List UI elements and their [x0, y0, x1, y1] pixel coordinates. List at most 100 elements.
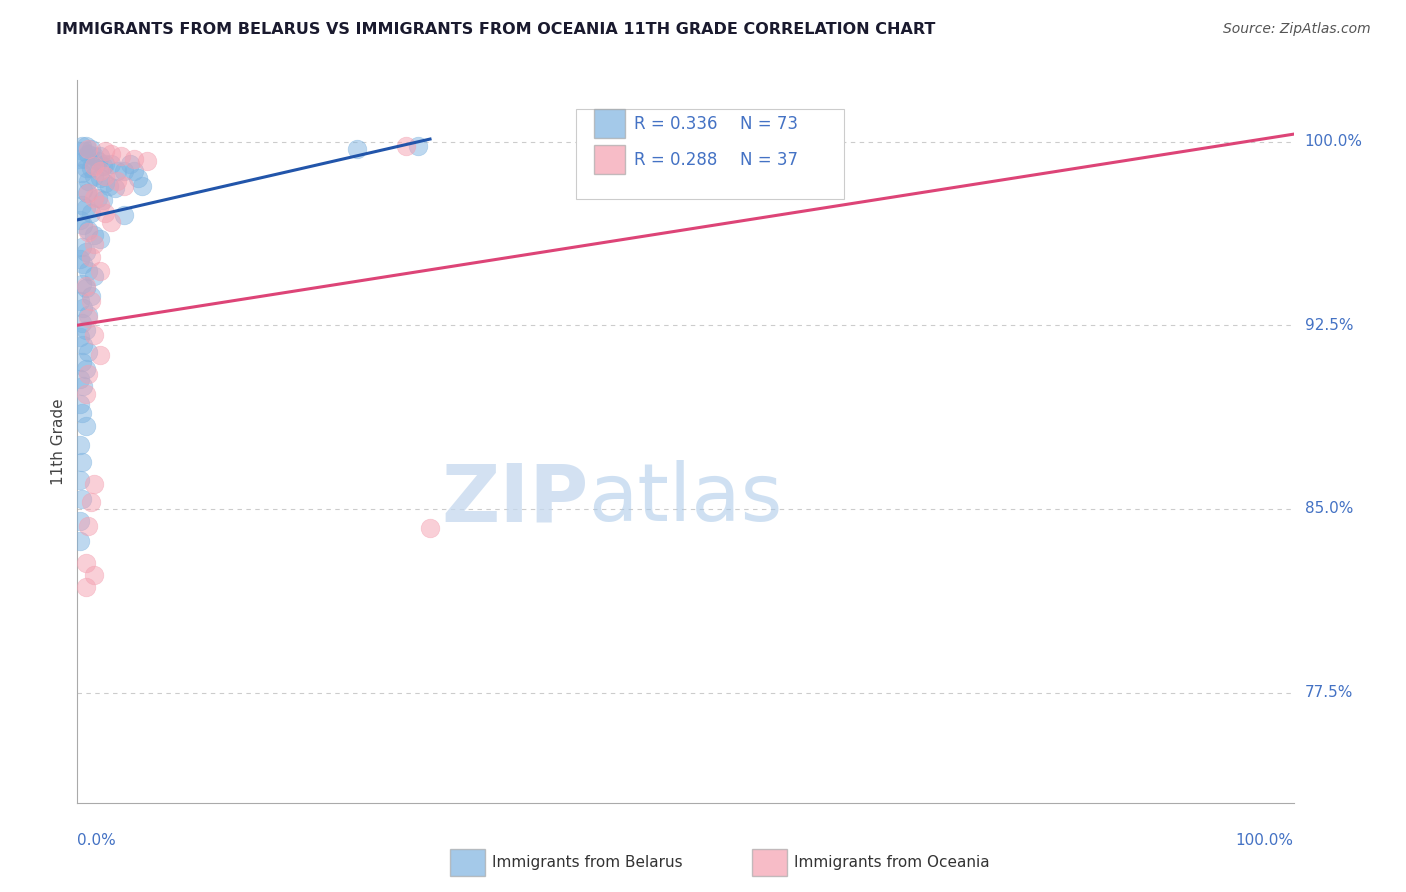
Point — [94, 176, 117, 190]
Point — [83, 269, 105, 284]
Point — [77, 264, 100, 278]
Point — [89, 198, 111, 212]
Point — [77, 222, 100, 236]
Point — [135, 154, 157, 169]
Point — [70, 240, 93, 254]
Point — [69, 152, 91, 166]
Point — [83, 149, 105, 163]
Point — [77, 310, 100, 325]
Point — [75, 201, 97, 215]
Point — [91, 194, 114, 208]
Text: R = 0.336: R = 0.336 — [634, 115, 718, 133]
Point — [70, 492, 93, 507]
Point — [107, 164, 129, 178]
Point — [69, 293, 91, 308]
Point — [77, 146, 100, 161]
Point — [72, 145, 94, 159]
Point — [72, 301, 94, 315]
Point — [77, 367, 100, 381]
Text: atlas: atlas — [588, 460, 783, 539]
Point — [131, 178, 153, 193]
Point — [97, 178, 120, 193]
Point — [70, 139, 93, 153]
Point — [127, 171, 149, 186]
Point — [89, 171, 111, 186]
Point — [104, 181, 127, 195]
Point — [80, 289, 103, 303]
Point — [112, 164, 135, 178]
Point — [70, 355, 93, 369]
Point — [77, 519, 100, 533]
Point — [72, 338, 94, 352]
Text: 100.0%: 100.0% — [1305, 134, 1362, 149]
Text: Immigrants from Belarus: Immigrants from Belarus — [492, 855, 683, 870]
Point — [75, 281, 97, 295]
Text: N = 37: N = 37 — [740, 151, 799, 169]
Text: N = 73: N = 73 — [740, 115, 799, 133]
Point — [89, 348, 111, 362]
Point — [80, 142, 103, 156]
Point — [69, 213, 91, 227]
Point — [75, 556, 97, 570]
Point — [118, 156, 141, 170]
Point — [94, 205, 117, 219]
Point — [76, 186, 98, 200]
Point — [124, 164, 146, 178]
Point — [77, 174, 100, 188]
Point — [69, 252, 91, 266]
Point — [75, 244, 97, 259]
Point — [75, 161, 97, 176]
Text: IMMIGRANTS FROM BELARUS VS IMMIGRANTS FROM OCEANIA 11TH GRADE CORRELATION CHART: IMMIGRANTS FROM BELARUS VS IMMIGRANTS FR… — [56, 22, 935, 37]
Point — [94, 169, 117, 183]
Point — [100, 215, 122, 229]
Point — [89, 232, 111, 246]
Point — [87, 191, 110, 205]
Point — [72, 257, 94, 271]
Point — [69, 533, 91, 548]
Point — [69, 473, 91, 487]
Point — [80, 161, 103, 176]
Text: 100.0%: 100.0% — [1236, 833, 1294, 848]
Text: 92.5%: 92.5% — [1305, 318, 1353, 333]
FancyBboxPatch shape — [595, 109, 624, 138]
Point — [80, 250, 103, 264]
Point — [72, 184, 94, 198]
Point — [94, 145, 117, 159]
Point — [75, 362, 97, 376]
Point — [70, 316, 93, 330]
Text: 85.0%: 85.0% — [1305, 501, 1353, 516]
Point — [70, 277, 93, 291]
Point — [107, 174, 129, 188]
Point — [87, 154, 110, 169]
Point — [77, 142, 100, 156]
Point — [80, 205, 103, 219]
Point — [94, 156, 117, 170]
Point — [91, 159, 114, 173]
Point — [72, 218, 94, 232]
Point — [346, 142, 368, 156]
Point — [112, 208, 135, 222]
Point — [100, 146, 122, 161]
Point — [75, 418, 97, 433]
Point — [83, 568, 105, 582]
Point — [75, 139, 97, 153]
Point — [80, 494, 103, 508]
Point — [419, 521, 441, 535]
Point — [80, 293, 103, 308]
Point — [89, 149, 111, 163]
Point — [69, 514, 91, 528]
Point — [83, 237, 105, 252]
Point — [69, 438, 91, 452]
Point — [83, 169, 105, 183]
Y-axis label: 11th Grade: 11th Grade — [51, 398, 66, 485]
Point — [69, 396, 91, 410]
Point — [69, 372, 91, 386]
Point — [70, 166, 93, 180]
Point — [83, 159, 105, 173]
Point — [77, 345, 100, 359]
Point — [77, 309, 100, 323]
Point — [110, 149, 132, 163]
Point — [89, 164, 111, 178]
Point — [77, 225, 100, 239]
Point — [70, 198, 93, 212]
